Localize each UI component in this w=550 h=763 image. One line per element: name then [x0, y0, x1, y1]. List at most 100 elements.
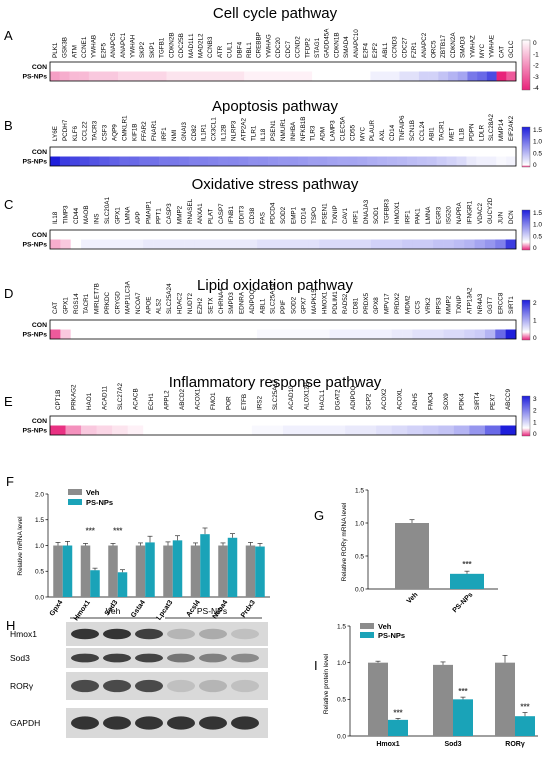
gene-label: ANAPC1: [120, 32, 127, 58]
heat-cell-ps: [448, 71, 459, 81]
heat-cell-con: [60, 230, 72, 240]
heat-cell-con: [341, 62, 352, 72]
blot-band: [103, 628, 131, 640]
blot-band: [199, 679, 227, 693]
heat-cell-ps: [486, 71, 497, 81]
heat-cell-con: [312, 62, 323, 72]
heat-cell-ps: [109, 156, 120, 166]
heat-cell-ps: [341, 71, 352, 81]
heat-cell-con: [339, 320, 351, 330]
y-tick-label: 1.0: [337, 660, 346, 667]
row-label: PS-NPs: [22, 331, 47, 338]
gene-label: PMAIP1: [145, 200, 152, 224]
heat-cell-con: [244, 62, 255, 72]
heat-cell-ps: [188, 156, 200, 166]
row-label: CON: [32, 149, 47, 156]
gene-label: GSK3B: [62, 37, 69, 58]
heat-cell-ps: [331, 71, 342, 81]
heat-cell-con: [474, 230, 486, 240]
gene-label: TACR3: [92, 120, 99, 141]
gene-label: LMNA: [425, 206, 432, 224]
heatmap-title: Inflammatory response pathway: [169, 374, 382, 391]
heat-cell-ps: [194, 329, 206, 339]
y-tick-label: 1.0: [355, 520, 364, 527]
bar-ps: [145, 542, 155, 597]
scale-tick: 1: [533, 419, 537, 426]
gene-label: ERCC8: [497, 292, 504, 314]
gene-label: CAV1: [342, 208, 349, 224]
heat-cell-con: [283, 416, 299, 426]
gene-label: TLR1: [250, 125, 257, 141]
heat-cell-ps: [246, 239, 258, 249]
gene-label: ATP2A2: [240, 118, 247, 141]
heat-cell-con: [438, 416, 455, 426]
heat-cell-ps: [218, 156, 229, 166]
heat-cell-con: [69, 147, 81, 157]
gene-label: CAT: [52, 302, 59, 314]
gene-label: SLC25A24: [166, 283, 173, 314]
heat-cell-ps: [319, 239, 330, 249]
blot-band: [135, 653, 163, 663]
gene-label: SOD2: [290, 296, 297, 314]
bar-veh: [80, 545, 91, 597]
row-label: CON: [32, 64, 47, 71]
bar-ps: [453, 699, 473, 736]
panel-label: D: [4, 286, 13, 301]
heat-cell-ps: [321, 71, 332, 81]
gene-label: CCND2: [295, 36, 302, 58]
heat-cell-con: [428, 62, 439, 72]
heat-cell-ps: [298, 425, 315, 435]
gene-label: DDIT3: [239, 205, 246, 224]
heat-cell-con: [79, 147, 90, 157]
heat-cell-con: [319, 230, 330, 240]
gene-label: SOX9: [443, 393, 450, 410]
heat-cell-con: [101, 230, 113, 240]
heat-cell-con: [79, 62, 90, 72]
heat-cell-con: [127, 416, 144, 426]
heat-cell-con: [91, 320, 103, 330]
gene-label: DBF4: [236, 41, 243, 58]
heat-cell-ps: [277, 329, 289, 339]
gene-label: TGFBR3: [384, 199, 391, 224]
heat-cell-con: [59, 62, 70, 72]
heat-cell-con: [436, 147, 447, 157]
heat-cell-ps: [350, 71, 361, 81]
blot-row-label: GAPDH: [10, 718, 40, 728]
gene-label: MIRLET7B: [94, 283, 101, 314]
heat-cell-con: [278, 147, 289, 157]
heat-cell-ps: [108, 71, 119, 81]
legend-label: PS-NPs: [378, 631, 405, 640]
heat-cell-ps: [443, 329, 455, 339]
gene-label: IFNB1: [228, 206, 235, 224]
heat-cell-con: [496, 147, 507, 157]
heat-cell-con: [267, 320, 279, 330]
row-label: CON: [32, 232, 47, 239]
gene-label: ANXA1: [197, 203, 204, 224]
heat-cell-ps: [234, 71, 245, 81]
blot-band: [103, 716, 131, 730]
heat-cell-con: [81, 320, 92, 330]
gene-label: CD38: [249, 207, 256, 224]
bar-veh: [433, 664, 453, 736]
heat-cell-ps: [476, 156, 487, 166]
gene-label: CD14: [389, 124, 396, 141]
heat-cell-con: [464, 230, 475, 240]
gene-label: CCL24: [419, 121, 426, 141]
gene-label: ACACB: [132, 388, 139, 410]
heat-cell-ps: [132, 329, 144, 339]
gene-label: PPIF: [280, 300, 287, 314]
heat-cell-con: [163, 230, 175, 240]
gene-label: CDKN2B: [168, 32, 175, 58]
heat-cell-con: [65, 416, 82, 426]
category-label: Veh: [406, 591, 420, 605]
gene-label: ADIPOQ: [350, 385, 357, 410]
heat-cell-con: [302, 62, 313, 72]
significance-mark: ***: [458, 687, 468, 696]
gene-label: NMI: [171, 129, 178, 141]
gene-label: FFAR2: [141, 121, 148, 141]
panel-label: A: [4, 28, 13, 43]
gene-label: EMP1: [290, 206, 297, 224]
heat-cell-ps: [360, 239, 372, 249]
legend-label: Veh: [378, 622, 392, 631]
color-scale-bar: [521, 395, 531, 437]
